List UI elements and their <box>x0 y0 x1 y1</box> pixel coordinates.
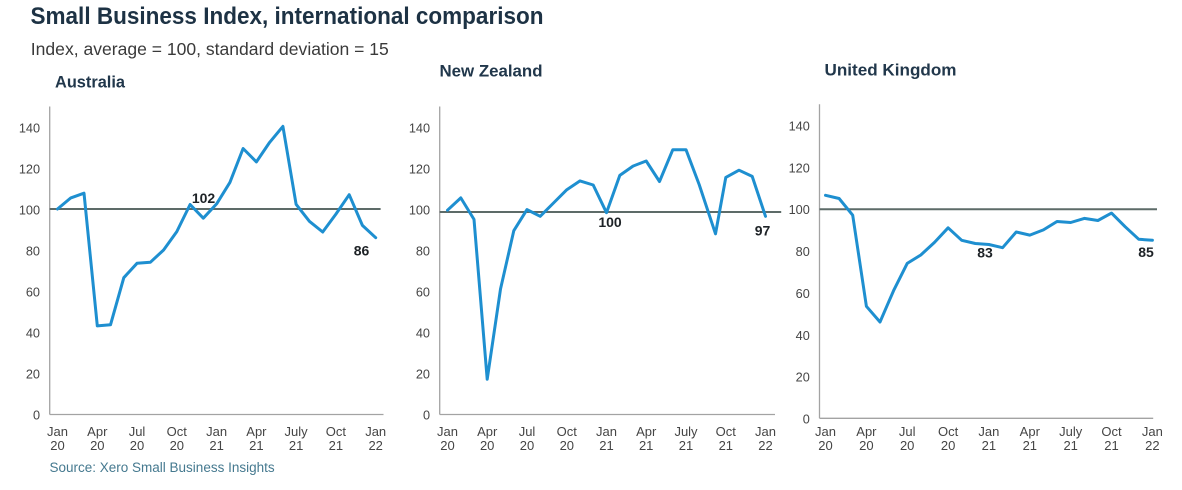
svg-text:21: 21 <box>1023 438 1037 453</box>
svg-text:97: 97 <box>755 222 771 238</box>
svg-text:21: 21 <box>329 438 343 453</box>
svg-text:20: 20 <box>130 438 144 453</box>
svg-text:40: 40 <box>26 326 40 340</box>
svg-text:102: 102 <box>192 190 216 206</box>
svg-text:20: 20 <box>520 438 534 453</box>
svg-text:100: 100 <box>789 203 810 217</box>
svg-text:20: 20 <box>560 438 574 453</box>
svg-text:20: 20 <box>90 438 104 453</box>
svg-text:Jul: Jul <box>129 424 146 439</box>
svg-text:20: 20 <box>440 438 454 453</box>
svg-text:July: July <box>285 424 309 439</box>
svg-text:Apr: Apr <box>1020 424 1041 439</box>
svg-text:Jan: Jan <box>596 424 617 439</box>
svg-text:20: 20 <box>416 367 430 381</box>
svg-text:20: 20 <box>900 438 914 453</box>
svg-text:Apr: Apr <box>246 424 267 439</box>
svg-text:Index, average = 100, standard: Index, average = 100, standard deviation… <box>31 39 389 59</box>
svg-text:Australia: Australia <box>55 73 126 92</box>
svg-text:100: 100 <box>19 203 40 217</box>
svg-text:21: 21 <box>249 438 263 453</box>
svg-text:40: 40 <box>796 329 810 343</box>
svg-text:86: 86 <box>354 243 370 259</box>
svg-text:Apr: Apr <box>477 424 498 439</box>
svg-text:21: 21 <box>1063 438 1077 453</box>
svg-text:Jan: Jan <box>206 424 227 439</box>
svg-text:60: 60 <box>796 287 810 301</box>
svg-text:20: 20 <box>859 438 873 453</box>
svg-text:July: July <box>1059 424 1083 439</box>
svg-text:Jul: Jul <box>899 424 916 439</box>
svg-text:Jan: Jan <box>815 424 836 439</box>
svg-text:21: 21 <box>639 438 653 453</box>
svg-text:60: 60 <box>416 285 430 299</box>
svg-text:Jul: Jul <box>519 424 536 439</box>
svg-text:85: 85 <box>1138 244 1154 260</box>
svg-text:140: 140 <box>19 121 40 135</box>
svg-text:Oct: Oct <box>167 424 188 439</box>
svg-text:120: 120 <box>789 161 810 175</box>
svg-text:20: 20 <box>796 371 810 385</box>
svg-text:Jan: Jan <box>978 424 999 439</box>
svg-text:140: 140 <box>409 121 430 135</box>
svg-text:140: 140 <box>789 120 810 134</box>
svg-text:40: 40 <box>416 326 430 340</box>
svg-text:Jan: Jan <box>365 424 386 439</box>
svg-text:80: 80 <box>796 245 810 259</box>
svg-text:Apr: Apr <box>87 424 108 439</box>
svg-text:21: 21 <box>209 438 223 453</box>
svg-text:0: 0 <box>803 413 810 427</box>
svg-text:20: 20 <box>50 438 64 453</box>
svg-text:Jan: Jan <box>755 424 776 439</box>
svg-text:0: 0 <box>423 408 430 422</box>
svg-text:20: 20 <box>26 367 40 381</box>
svg-text:21: 21 <box>982 438 996 453</box>
svg-text:21: 21 <box>599 438 613 453</box>
svg-text:Apr: Apr <box>856 424 877 439</box>
svg-text:Source: Xero Small Business In: Source: Xero Small Business Insights <box>50 460 275 475</box>
svg-text:21: 21 <box>719 438 733 453</box>
svg-text:New Zealand: New Zealand <box>440 62 543 81</box>
svg-text:Oct: Oct <box>326 424 347 439</box>
svg-text:20: 20 <box>170 438 184 453</box>
svg-text:21: 21 <box>1104 438 1118 453</box>
svg-text:22: 22 <box>368 438 382 453</box>
svg-text:60: 60 <box>26 285 40 299</box>
svg-text:120: 120 <box>19 162 40 176</box>
svg-text:21: 21 <box>679 438 693 453</box>
svg-text:83: 83 <box>977 245 993 261</box>
svg-text:July: July <box>674 424 698 439</box>
svg-text:Oct: Oct <box>938 424 959 439</box>
svg-text:Jan: Jan <box>47 424 68 439</box>
svg-text:80: 80 <box>26 244 40 258</box>
svg-text:120: 120 <box>409 162 430 176</box>
svg-text:100: 100 <box>409 203 430 217</box>
svg-text:20: 20 <box>818 438 832 453</box>
svg-text:0: 0 <box>33 408 40 422</box>
svg-text:22: 22 <box>758 438 772 453</box>
svg-text:Apr: Apr <box>636 424 657 439</box>
svg-text:Jan: Jan <box>437 424 458 439</box>
svg-text:Oct: Oct <box>716 424 737 439</box>
svg-text:Oct: Oct <box>1101 424 1122 439</box>
svg-text:Small Business Index, internat: Small Business Index, international comp… <box>31 3 544 30</box>
svg-text:22: 22 <box>1145 438 1159 453</box>
svg-text:20: 20 <box>941 438 955 453</box>
svg-text:United Kingdom: United Kingdom <box>825 60 957 79</box>
svg-text:100: 100 <box>598 214 622 230</box>
svg-text:21: 21 <box>289 438 303 453</box>
svg-text:80: 80 <box>416 244 430 258</box>
svg-text:Oct: Oct <box>557 424 578 439</box>
svg-text:Jan: Jan <box>1142 424 1163 439</box>
svg-text:20: 20 <box>480 438 494 453</box>
